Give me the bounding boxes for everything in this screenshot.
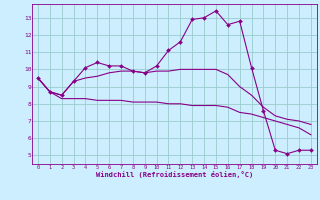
X-axis label: Windchill (Refroidissement éolien,°C): Windchill (Refroidissement éolien,°C) <box>96 171 253 178</box>
